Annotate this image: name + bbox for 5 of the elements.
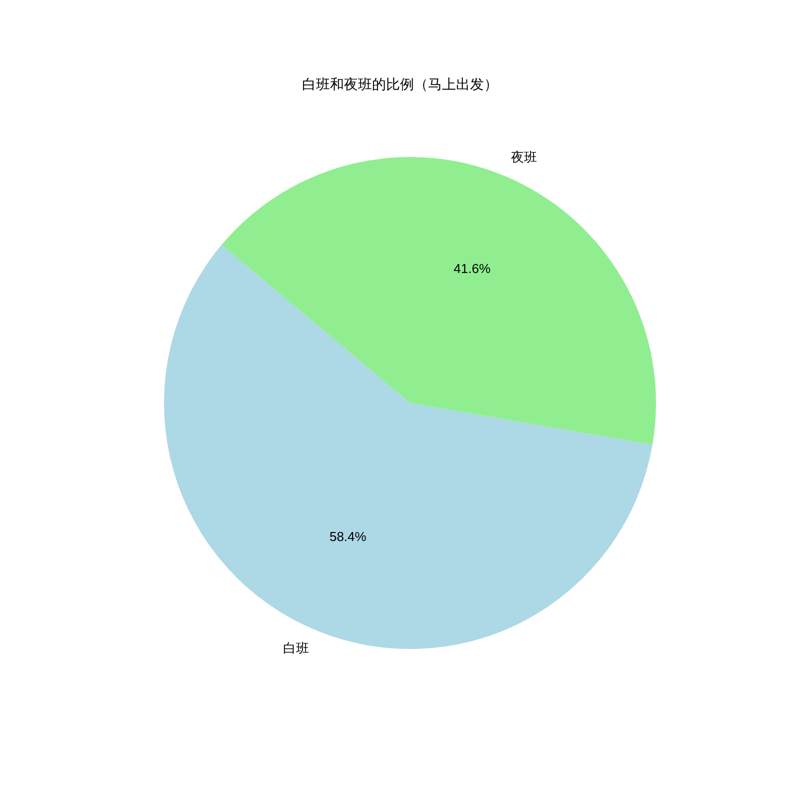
slice-label: 夜班 [510, 150, 537, 165]
chart-title: 白班和夜班的比例（马上出发） [302, 76, 498, 92]
data-label: 41.6% [454, 261, 491, 276]
data-label: 58.4% [329, 528, 367, 544]
slice-label: 白班 [283, 640, 310, 656]
